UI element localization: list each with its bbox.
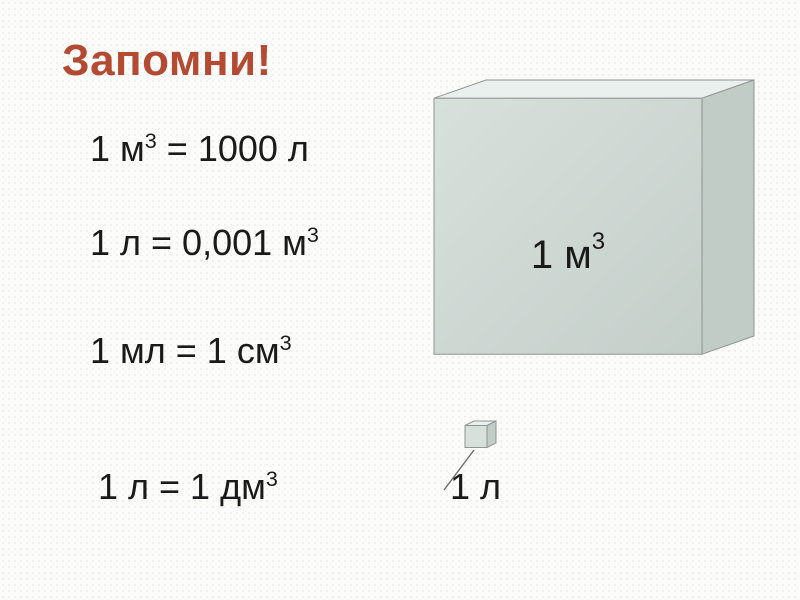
small-cube [463, 419, 498, 450]
formula-4: 1 л = 1 дм3 [98, 466, 278, 508]
small-cube-front-face [465, 426, 487, 448]
large-cube-front-face [434, 98, 702, 354]
large-cube: 1 м3 [430, 76, 758, 358]
small-cube-side-face [487, 421, 496, 448]
formula-1: 1 м3 = 1000 л [90, 128, 309, 170]
large-cube-top-face [434, 80, 754, 98]
small-cube-label: 1 л [450, 466, 501, 508]
title-heading: Запомни! [62, 36, 272, 86]
slide-content: Запомни! 1 м3 = 1000 л 1 л = 0,001 м3 1 мл… [0, 0, 800, 600]
large-cube-side-face [702, 80, 754, 354]
formula-3: 1 мл = 1 см3 [90, 330, 292, 372]
formula-2: 1 л = 0,001 м3 [90, 222, 319, 264]
